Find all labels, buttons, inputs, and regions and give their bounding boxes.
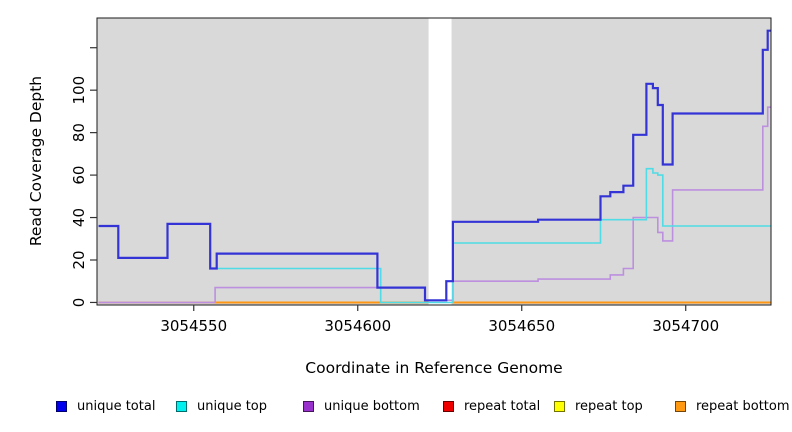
y-tick-label: 100 [70,76,88,105]
y-tick-label: 80 [70,123,88,142]
coverage-gap [428,18,452,305]
y-tick-label: 0 [70,298,88,308]
x-tick-label: 3054600 [324,317,391,335]
y-tick-label: 40 [70,208,88,227]
series-unique-total-line [98,29,771,302]
x-tick-label: 3054700 [652,317,719,335]
plot-border [96,17,772,306]
x-tick-label: 3054650 [488,317,555,335]
y-axis-title: Read Coverage Depth [27,75,45,247]
x-tick-label: 3054550 [160,317,227,335]
y-tick-label: 60 [70,166,88,185]
x-axis-title: Coordinate in Reference Genome [305,359,563,377]
y-tick-label: 20 [70,250,88,269]
